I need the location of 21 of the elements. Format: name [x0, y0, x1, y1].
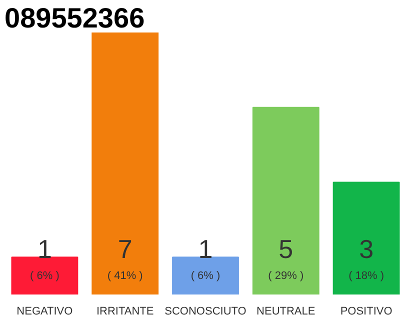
annotation: ( 29% )	[268, 270, 304, 282]
bar	[332, 182, 400, 294]
bar	[11, 256, 78, 294]
data-label: 1	[198, 234, 213, 264]
data-label: 3	[359, 234, 374, 264]
annotation: ( 41% )	[107, 270, 143, 282]
annotation: ( 18% )	[348, 270, 384, 282]
x-tick-label: POSITIVO	[340, 306, 393, 318]
x-tick-label: SCONOSCIUTO	[164, 306, 247, 318]
x-tick-label: IRRITANTE	[96, 306, 154, 318]
annotation: ( 6% )	[190, 270, 220, 282]
x-tick-label: NEUTRALE	[256, 306, 316, 318]
data-label: 1	[37, 234, 52, 264]
bar	[92, 32, 159, 294]
chart-title: 089552366	[4, 2, 145, 34]
data-label: 5	[278, 234, 294, 264]
data-label: 7	[118, 234, 132, 264]
bar	[172, 256, 239, 294]
bar	[252, 106, 320, 294]
x-tick-label: NEGATIVO	[16, 306, 74, 318]
annotation: ( 6% )	[30, 270, 60, 282]
